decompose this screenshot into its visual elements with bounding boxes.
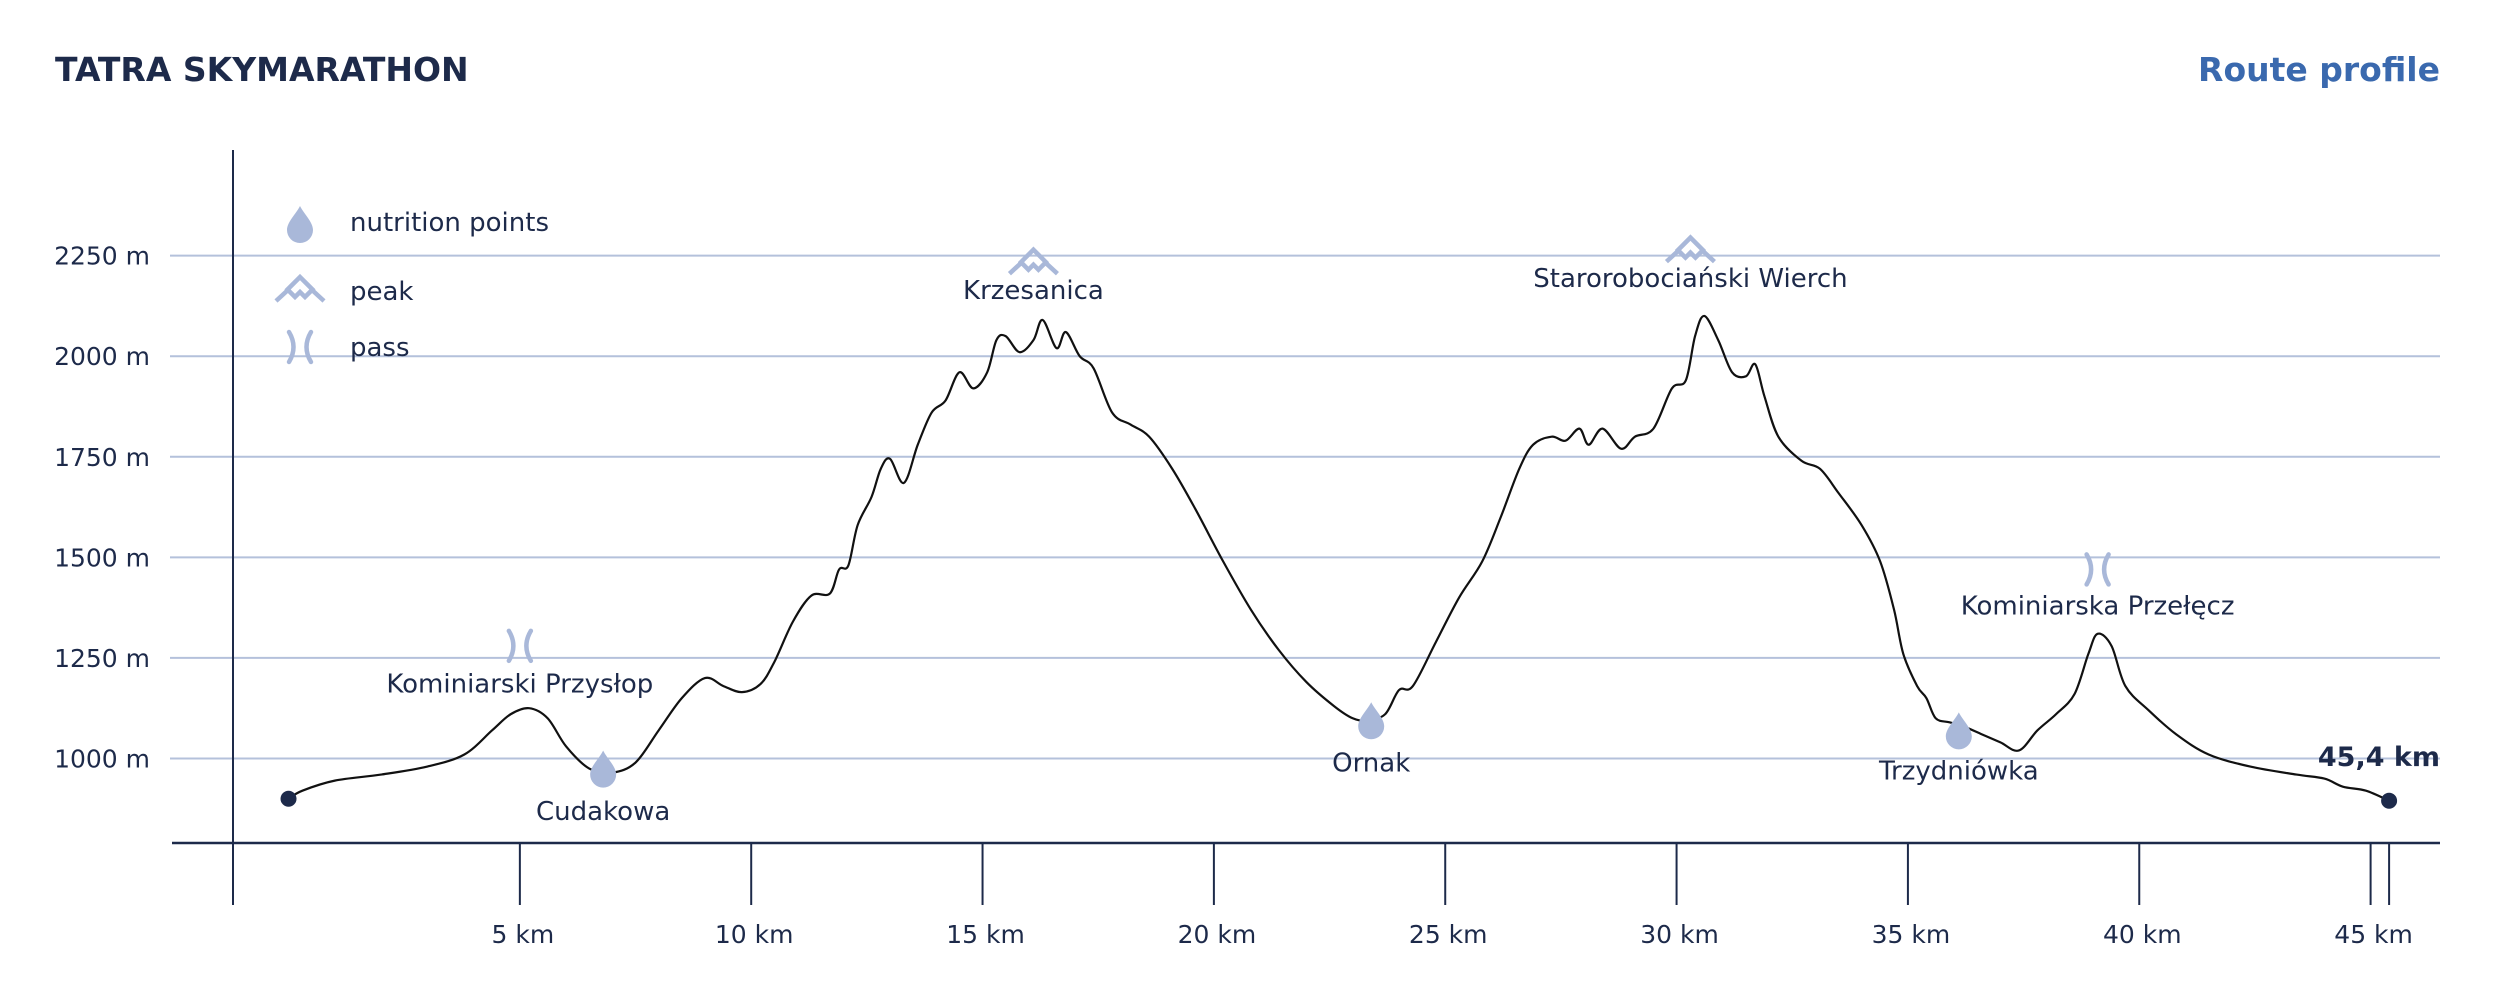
landmark-label: Kominiarski Przysłop [386, 669, 653, 699]
pass-icon [506, 628, 534, 664]
landmark-pass: Kominiarski Przysłop [386, 628, 653, 699]
landmark-label: Starorobociański Wierch [1533, 264, 1847, 294]
pass-icon [2084, 552, 2111, 587]
drop-icon [287, 206, 313, 243]
landmark-label: Ornak [1332, 749, 1410, 779]
landmark-label: Krzesanica [963, 276, 1104, 306]
landmark-pass: Kominiarska Przełęcz [1961, 552, 2235, 622]
legend-item: peak [274, 273, 414, 307]
y-tick-label: 1500 m [54, 543, 150, 572]
legend-item: pass [286, 329, 410, 365]
drop-icon [1945, 712, 1972, 750]
page-title: TATRA SKYMARATHON [55, 50, 469, 89]
landmark-label: Trzydniówka [1878, 757, 2039, 787]
start-point [280, 790, 297, 807]
landmark-label: Kominiarska Przełęcz [1961, 592, 2235, 622]
landmark-peak: Starorobociański Wierch [1533, 234, 1848, 294]
x-tick-label: 30 km [1640, 920, 1719, 949]
legend-item: nutrition points [287, 206, 549, 243]
pass-icon [286, 329, 314, 365]
legend-label: nutrition points [350, 208, 549, 238]
legend: nutrition points peak pass [274, 206, 549, 365]
x-tick-label: 15 km [946, 920, 1025, 949]
x-tick-label: 20 km [1178, 920, 1257, 949]
landmark-nutrition: Trzydniówka [1878, 712, 2039, 787]
y-tick-label: 1250 m [54, 644, 150, 673]
landmark-nutrition: Ornak [1332, 702, 1410, 779]
y-tick-label: 1750 m [54, 443, 150, 472]
profile-series: 45,4 km [280, 314, 2440, 809]
drop-icon [590, 750, 617, 788]
landmarks: Kominiarski Przysłop Cudakowa Krzesanica Or… [386, 234, 2235, 827]
landmark-nutrition: Cudakowa [536, 750, 670, 827]
drop-icon [1358, 702, 1385, 740]
y-tick-label: 2250 m [54, 242, 150, 271]
x-tick-label: 25 km [1409, 920, 1488, 949]
y-tick-label: 2000 m [54, 342, 150, 371]
landmark-peak: Krzesanica [963, 246, 1104, 306]
route-profile-link[interactable]: Route profile [2198, 50, 2440, 89]
x-tick-label: 40 km [2103, 920, 2182, 949]
axes: 5 km 10 km 15 km 20 km 25 km 30 km 35 km 40 km 4… [172, 150, 2440, 949]
landmark-label: Cudakowa [536, 797, 670, 827]
y-tick-label: 1000 m [54, 745, 150, 774]
x-tick-label: 10 km [715, 920, 794, 949]
peak-icon [274, 273, 326, 303]
peak-icon [1007, 246, 1059, 276]
x-tick-label: 35 km [1872, 920, 1951, 949]
x-tick-label: 45 km [2334, 920, 2413, 949]
end-point [2381, 792, 2398, 809]
gridlines: 1000 m 1250 m 1500 m 1750 m 2000 m 2250 m [54, 242, 2440, 774]
x-tick-label: 5 km [492, 920, 555, 949]
legend-label: pass [350, 333, 410, 363]
route-length-label: 45,4 km [2318, 742, 2440, 773]
peak-icon [1664, 234, 1716, 264]
legend-label: peak [350, 277, 414, 307]
